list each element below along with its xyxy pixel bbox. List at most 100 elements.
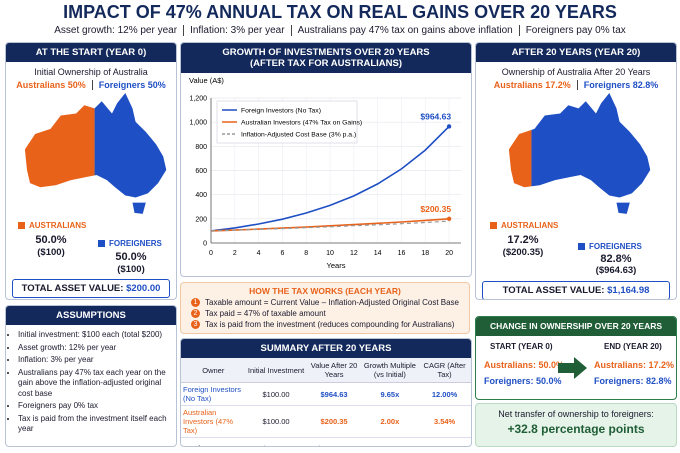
shares: Australians 17.2% Foreigners 82.8%	[476, 80, 676, 90]
percent: 50.0%	[35, 234, 67, 246]
value-label: $200.35	[420, 204, 451, 214]
x-tick-label: 6	[280, 250, 284, 257]
end-panel: AFTER 20 YEARS (YEAR 20) Ownership of Au…	[475, 42, 677, 300]
legend-box	[216, 100, 358, 144]
assumption: Initial investment: $100 each (total $20…	[18, 330, 172, 341]
series-line	[210, 218, 450, 232]
step-text: Tax paid = 47% of taxable amount	[205, 309, 326, 318]
share: Australians 50%	[16, 80, 86, 90]
subtitle-item: Inflation: 3% per year	[183, 25, 285, 36]
x-axis-label: Years	[327, 261, 346, 270]
total: TOTAL ASSET VALUE: $200.00	[12, 279, 170, 298]
step-number: 1	[191, 298, 200, 307]
y-tick-label: 800	[195, 144, 207, 151]
table-title: SUMMARY AFTER 20 YEARS	[181, 339, 471, 358]
y-tick-label: 1,200	[189, 96, 207, 103]
x-tick-label: 20	[445, 250, 453, 257]
table-cell: 2.00x	[361, 405, 419, 438]
summary: SUMMARY AFTER 20 YEARS Owner Initial Inve…	[180, 338, 472, 447]
share: Foreigners 50%	[91, 80, 166, 90]
map	[24, 93, 167, 214]
total: TOTAL ASSET VALUE: $1,164.98	[482, 281, 670, 299]
subtitle: Asset growth: 12% per year Inflation: 3% …	[0, 25, 680, 36]
start-label: START (YEAR 0)	[490, 342, 553, 351]
table-cell: $200.00	[245, 437, 307, 446]
share: Foreigners 82.8%	[576, 80, 659, 90]
y-tick-label: 0	[203, 241, 207, 248]
transfer-value: +32.8 percentage points	[507, 422, 645, 436]
ownership-change: CHANGE IN OWNERSHIP OVER 20 YEARS START …	[475, 316, 677, 400]
legend-label: Inflation-Adjusted Cost Base (3% p.a.)	[241, 132, 356, 139]
table-cell: 9.65x	[361, 382, 419, 406]
assumption: Asset growth: 12% per year	[18, 343, 172, 354]
map	[508, 93, 651, 214]
column-header: Initial Investment	[245, 358, 307, 383]
table-cell: 5.83x	[361, 437, 419, 446]
subtitle-item: Foreigners pay 0% tax	[518, 25, 626, 36]
x-tick-label: 14	[374, 250, 382, 257]
legend-label: Australian Investors (47% Tax on Gains)	[241, 120, 362, 127]
x-tick-label: 18	[421, 250, 429, 257]
subtitle-item: Asset growth: 12% per year	[54, 25, 178, 36]
y-tick-label: 400	[195, 192, 207, 199]
assumption: Inflation: 3% per year	[18, 355, 172, 366]
table-cell: 3.54%	[418, 405, 471, 438]
step-text: Taxable amount = Current Value – Inflati…	[205, 298, 459, 307]
percent: 17.2%	[507, 234, 539, 246]
table-cell: $100.00	[245, 382, 307, 406]
chart: Value (A$) 0 200 400 600 800 1,000 1,200 0 2 4 6 8 10…	[189, 76, 461, 270]
table-row: Foreign Investors (No Tax) $100.00 $964.63…	[181, 382, 471, 406]
tax-step: 1 Taxable amount = Current Value – Inflat…	[191, 297, 459, 308]
end-point	[446, 124, 452, 129]
assumption: Australians pay 47% tax each year on the…	[18, 368, 172, 400]
page-title: IMPACT OF 47% ANNUAL TAX ON REAL GAINS O…	[63, 2, 617, 22]
panel-title: ASSUMPTIONS	[6, 306, 176, 325]
subtitle-item: Australians pay 47% tax on gains above i…	[290, 25, 513, 36]
chart-title: GROWTH OF INVESTMENTS OVER 20 YEARS (AFTE…	[181, 43, 471, 73]
end-label: END (YEAR 20)	[604, 342, 662, 351]
series-line	[210, 125, 450, 232]
x-tick-label: 12	[350, 250, 358, 257]
legend-label: AUSTRALIANS	[490, 221, 558, 230]
chart-panel: GROWTH OF INVESTMENTS OVER 20 YEARS (AFTE…	[180, 42, 472, 277]
shares: Australians 50% Foreigners 50%	[6, 80, 176, 90]
tax-title: HOW THE TAX WORKS (EACH YEAR)	[249, 286, 401, 296]
step-number: 3	[191, 320, 200, 329]
tax-steps: 1 Taxable amount = Current Value – Inflat…	[181, 296, 469, 331]
column-header: CAGR (After Tax)	[418, 358, 471, 383]
assumption: Tax is paid from the investment itself e…	[18, 414, 172, 435]
table-cell: 12.00%	[418, 382, 471, 406]
y-tick-label: 1,000	[189, 120, 207, 127]
end-point	[446, 216, 452, 221]
legend-label: Foreign Investors (No Tax)	[241, 108, 321, 115]
arrow	[558, 357, 587, 379]
legend-label: FOREIGNERS	[98, 239, 162, 248]
assumption-list: Initial investment: $100 each (total $20…	[6, 330, 176, 435]
percent: 50.0%	[115, 251, 147, 263]
panel-title: CHANGE IN OWNERSHIP OVER 20 YEARS	[476, 317, 676, 336]
column-header: Value After 20 Years	[306, 358, 362, 383]
assumption: Foreigners pay 0% tax	[18, 401, 172, 412]
tax-step: 3 Tax is paid from the investment (reduce…	[191, 319, 459, 330]
y-tick-label: 600	[195, 168, 207, 175]
end-value: Foreigners: 82.8%	[594, 376, 672, 386]
step-text: Tax is paid from the investment (reduces…	[205, 320, 455, 329]
tax-box: HOW THE TAX WORKS (EACH YEAR) 1 Taxable a…	[180, 282, 470, 334]
table-cell: 7.44%	[418, 437, 471, 446]
transfer-text: Net transfer of ownership to foreigners:	[498, 409, 654, 419]
x-tick-label: 8	[304, 250, 308, 257]
table-cell: $1,164.98	[306, 437, 362, 446]
amount: ($100)	[37, 247, 65, 258]
table-cell: $200.35	[306, 405, 362, 438]
amount: ($100)	[117, 264, 145, 275]
amount: ($964.63)	[595, 265, 637, 276]
x-tick-label: 10	[326, 250, 334, 257]
start-value: Foreigners: 50.0%	[484, 376, 562, 386]
x-tick-label: 4	[257, 250, 261, 257]
assumptions: ASSUMPTIONS Initial investment: $100 eac…	[5, 305, 177, 447]
panel-subtitle: Initial Ownership of Australia	[34, 67, 148, 77]
column-header: Growth Multiple (vs Initial)	[361, 358, 419, 383]
series-line	[210, 220, 450, 232]
table-row: Australian Investors (47% Tax) $100.00 $20…	[181, 405, 471, 438]
